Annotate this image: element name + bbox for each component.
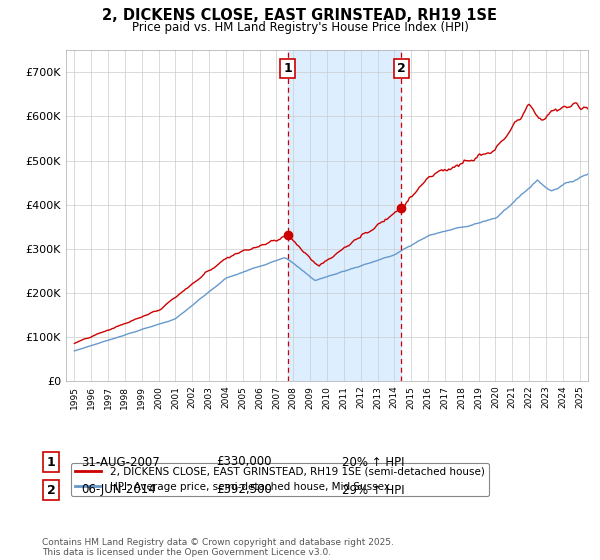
Text: £392,500: £392,500	[216, 483, 272, 497]
Text: Contains HM Land Registry data © Crown copyright and database right 2025.
This d: Contains HM Land Registry data © Crown c…	[42, 538, 394, 557]
Text: 2: 2	[397, 62, 406, 75]
Legend: 2, DICKENS CLOSE, EAST GRINSTEAD, RH19 1SE (semi-detached house), HPI: Average p: 2, DICKENS CLOSE, EAST GRINSTEAD, RH19 1…	[71, 463, 489, 496]
Bar	[288, 50, 401, 381]
Text: 20% ↑ HPI: 20% ↑ HPI	[342, 455, 404, 469]
Text: 1: 1	[47, 455, 55, 469]
Text: 31-AUG-2007: 31-AUG-2007	[81, 455, 160, 469]
Text: £330,000: £330,000	[216, 455, 271, 469]
Text: 06-JUN-2014: 06-JUN-2014	[81, 483, 156, 497]
Text: 29% ↑ HPI: 29% ↑ HPI	[342, 483, 404, 497]
Text: 1: 1	[283, 62, 292, 75]
Text: Price paid vs. HM Land Registry's House Price Index (HPI): Price paid vs. HM Land Registry's House …	[131, 21, 469, 34]
Text: 2, DICKENS CLOSE, EAST GRINSTEAD, RH19 1SE: 2, DICKENS CLOSE, EAST GRINSTEAD, RH19 1…	[103, 8, 497, 24]
Text: 2: 2	[47, 483, 55, 497]
